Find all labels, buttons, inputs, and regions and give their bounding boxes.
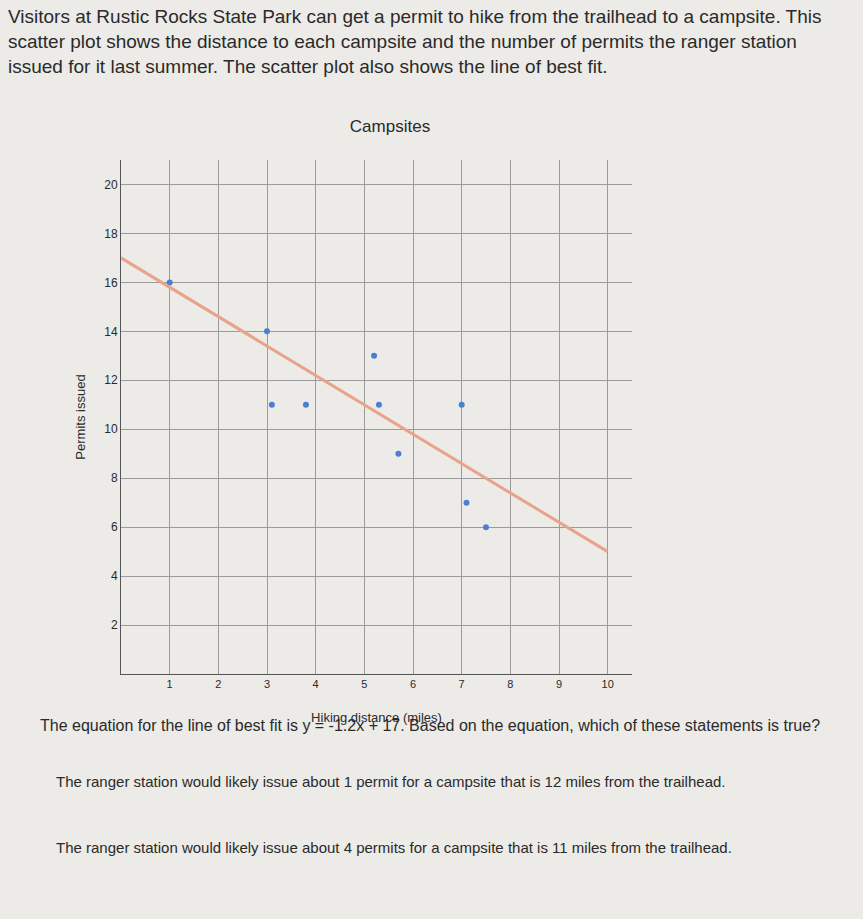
html-text:The equation for the line of b: The equation for the line of best fit is… [40,717,820,734]
svg-text:9: 9 [556,678,562,690]
svg-text:5: 5 [361,678,367,690]
svg-text:2: 2 [111,618,118,632]
svg-text:Permits issued: Permits issued [73,374,88,459]
svg-text:7: 7 [459,678,465,690]
svg-text:8: 8 [111,471,118,485]
svg-text:2: 2 [215,678,221,690]
svg-text:Campsites: Campsites [350,117,430,136]
svg-text:4: 4 [313,678,319,690]
svg-text:1: 1 [167,678,173,690]
html-text:Visitors at Rustic Rocks State: Visitors at Rustic Rocks State Park can … [8,6,822,77]
svg-text:10: 10 [104,422,118,436]
svg-text:3: 3 [264,678,270,690]
svg-text:4: 4 [111,569,118,583]
svg-text:6: 6 [410,678,416,690]
svg-text:6: 6 [111,520,118,534]
html-text:The ranger station would likel: The ranger station would likely issue ab… [56,839,732,856]
svg-text:8: 8 [507,678,513,690]
svg-text:18: 18 [104,227,118,241]
svg-text:16: 16 [104,276,118,290]
html-text:The ranger station would likel: The ranger station would likely issue ab… [56,773,726,790]
svg-text:20: 20 [104,178,118,192]
svg-text:14: 14 [104,325,118,339]
svg-text:12: 12 [104,373,118,387]
svg-text:10: 10 [602,678,614,690]
